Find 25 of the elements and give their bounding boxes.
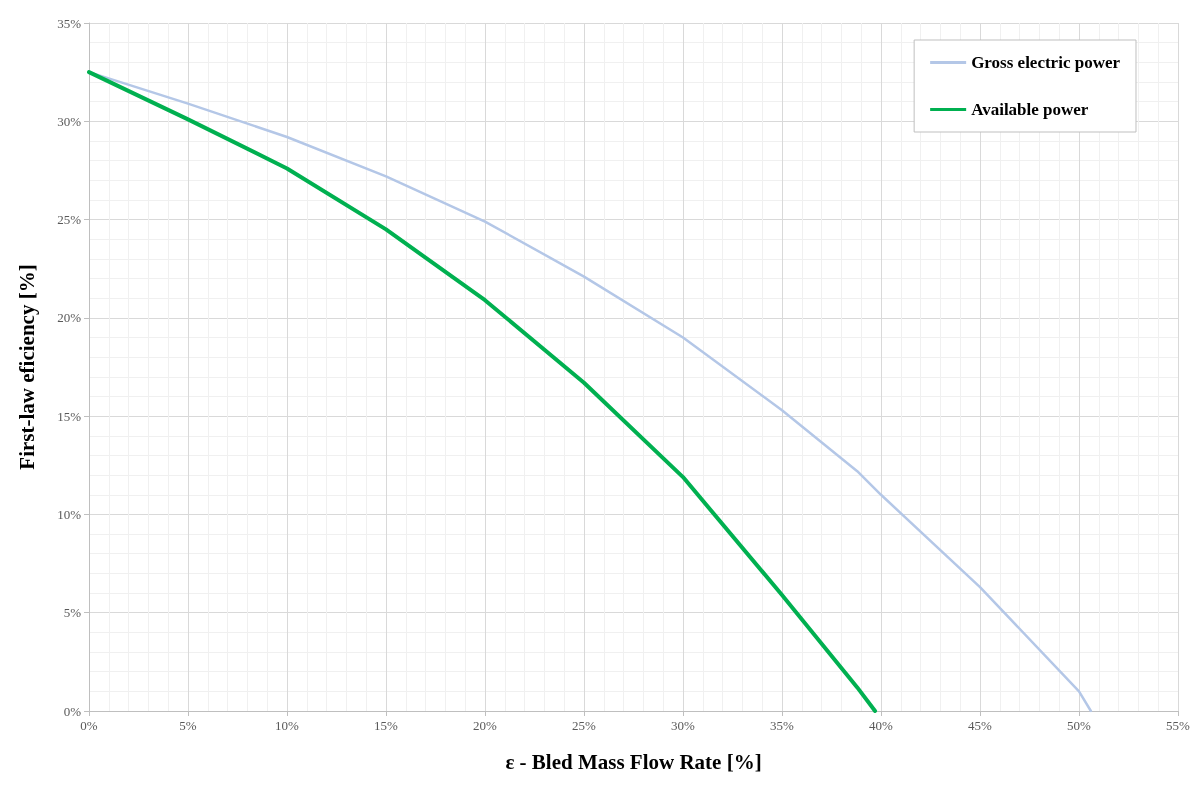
legend-label: Gross electric power: [971, 53, 1121, 72]
line-series: [87, 70, 878, 713]
y-tick-label: 35%: [57, 15, 82, 31]
x-tick-label: 55%: [1166, 718, 1191, 733]
x-tick-label: 10%: [275, 718, 300, 733]
x-tick-label: 30%: [671, 718, 696, 733]
y-axis-title: First-law eficiency [%]: [14, 264, 39, 470]
y-tick-label: 15%: [57, 408, 82, 424]
legend-label: Available power: [971, 100, 1089, 119]
x-tick-label: 35%: [770, 718, 795, 733]
x-tick-label: 0%: [80, 718, 98, 733]
x-tick-label: 40%: [869, 718, 894, 733]
y-tick-label: 10%: [57, 506, 82, 522]
y-tick-label: 5%: [63, 605, 82, 621]
x-tick-label: 25%: [572, 718, 597, 733]
y-tick-label: 0%: [63, 703, 82, 719]
x-tick-label: 20%: [473, 718, 498, 733]
y-tick-label: 25%: [57, 212, 82, 228]
x-tick-label: 45%: [968, 718, 993, 733]
x-tick-label: 15%: [374, 718, 399, 733]
x-tick-label: 50%: [1067, 718, 1092, 733]
y-tick-label: 20%: [57, 310, 82, 326]
y-tick-label: 30%: [57, 113, 82, 129]
x-axis-title: ε - Bled Mass Flow Rate [%]: [505, 749, 762, 774]
x-tick-label: 5%: [179, 718, 197, 733]
